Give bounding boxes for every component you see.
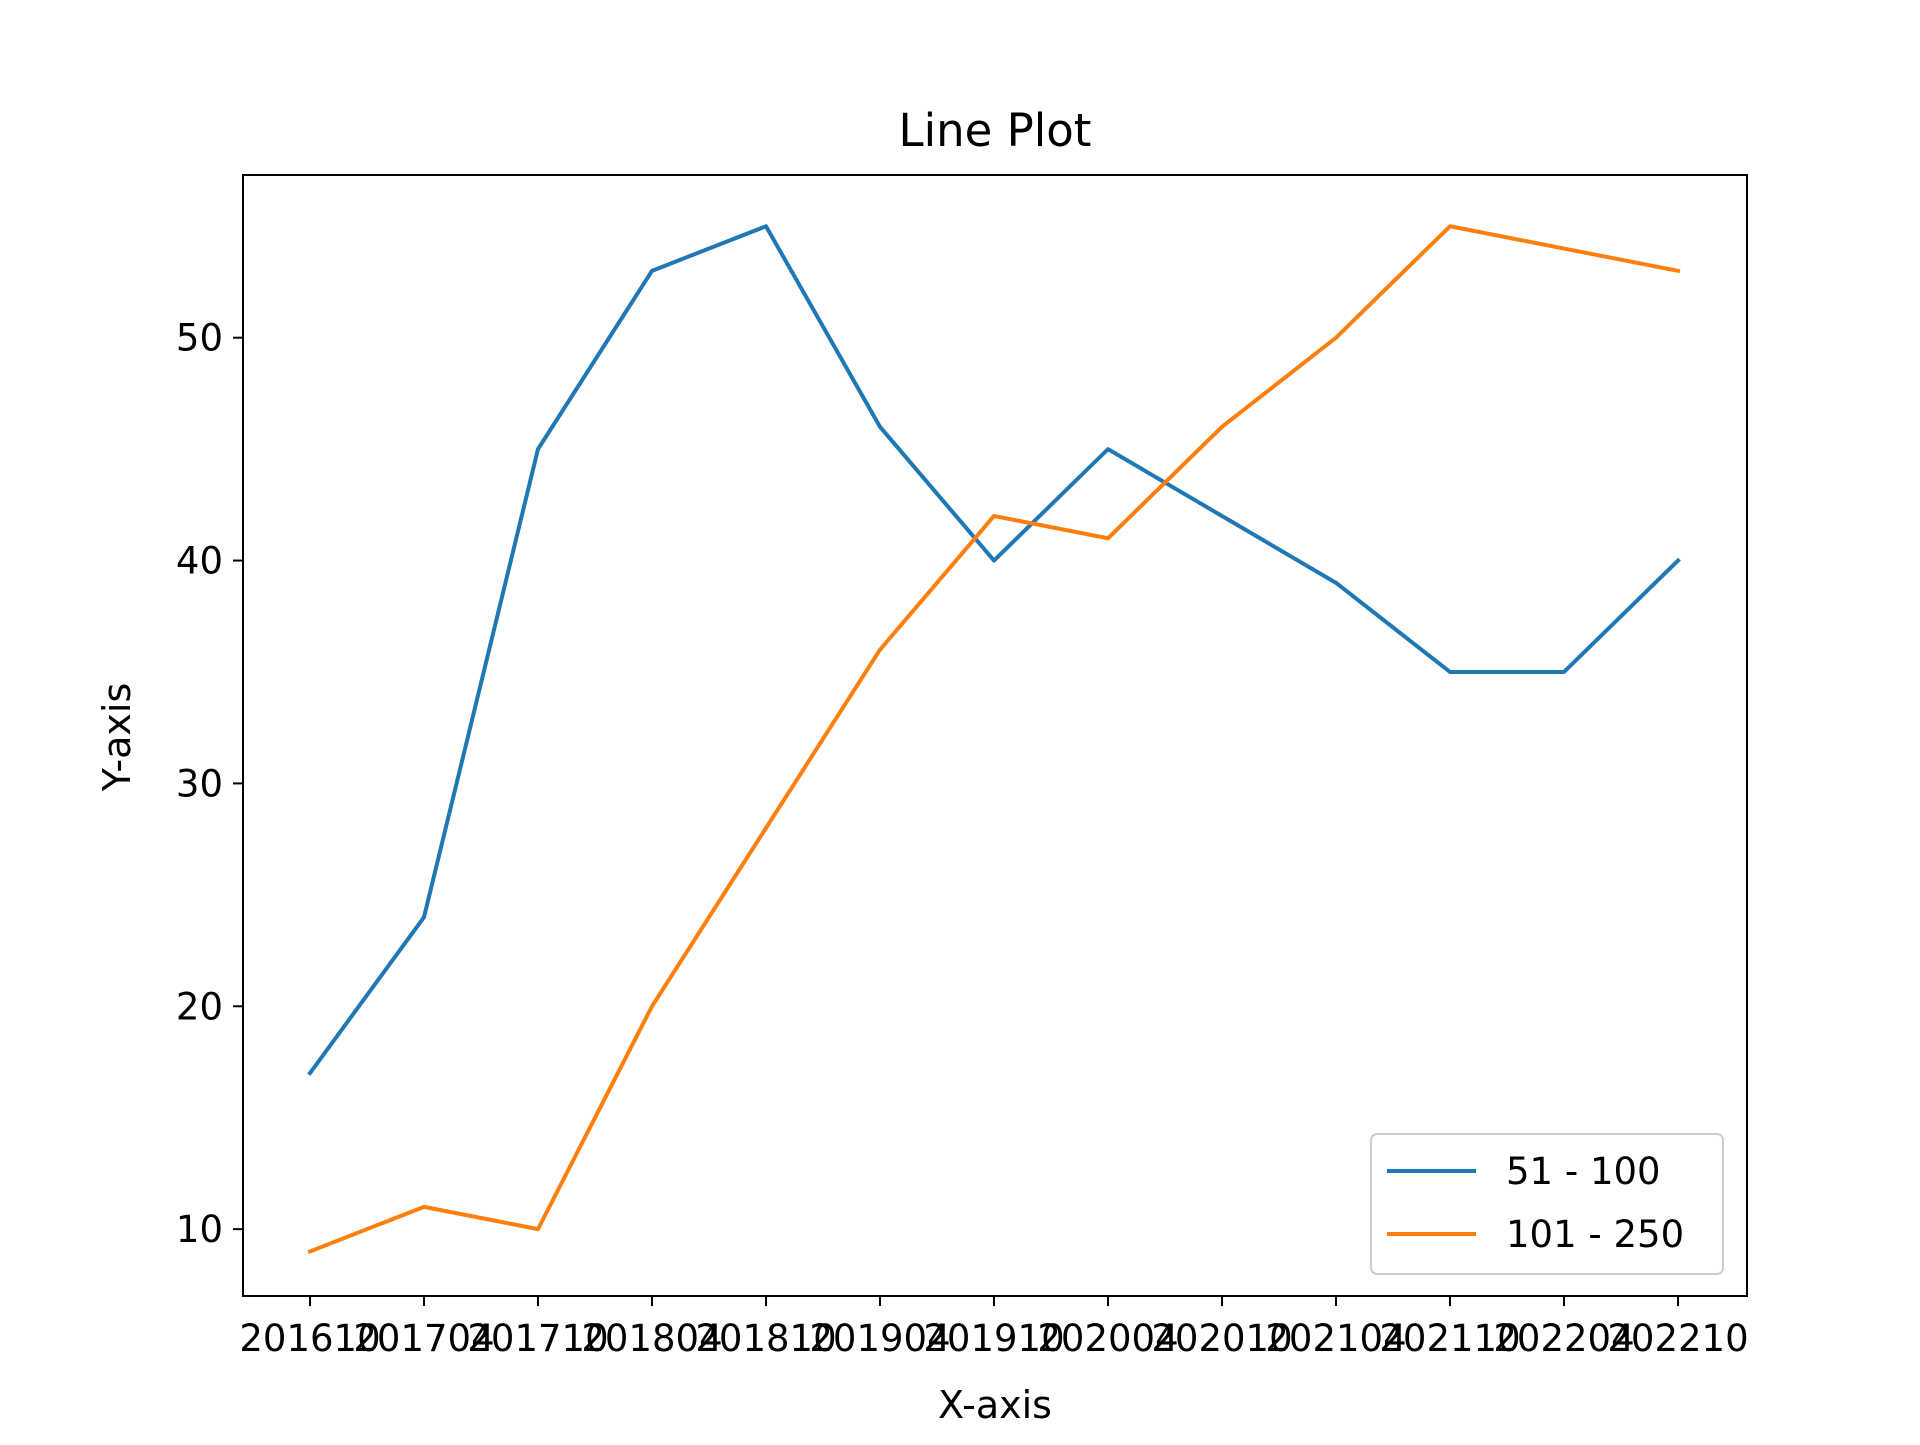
x-tick-label: 201904 (809, 1317, 950, 1360)
x-tick-label: 202010 (1151, 1317, 1292, 1360)
legend-label: 51 - 100 (1506, 1150, 1661, 1193)
x-tick-label: 201910 (923, 1317, 1064, 1360)
plot-area: 10 20 30 40 50 201610201704201710201804201810… (176, 224, 1749, 1360)
x-tick-label: 202110 (1379, 1317, 1520, 1360)
chart-title: Line Plot (899, 104, 1092, 157)
x-tick-label: 201610 (239, 1317, 380, 1360)
series-line-2 (307, 224, 1681, 1255)
x-tick-label: 202004 (1037, 1317, 1178, 1360)
x-tick-label: 201804 (581, 1317, 722, 1360)
x-axis-label: X-axis (938, 1383, 1052, 1427)
y-tick-label: 50 (176, 317, 223, 360)
x-tick-label: 202210 (1607, 1317, 1748, 1360)
x-tick-label: 202104 (1265, 1317, 1406, 1360)
x-tick-label: 201704 (353, 1317, 494, 1360)
x-tick-label: 201810 (695, 1317, 836, 1360)
y-tick-label: 20 (176, 985, 223, 1028)
plot-frame (242, 174, 1748, 1297)
y-axis-label: Y-axis (95, 683, 139, 793)
y-tick-label: 10 (176, 1208, 223, 1251)
x-tick-label: 202204 (1493, 1317, 1634, 1360)
y-tick-label: 40 (176, 540, 223, 583)
x-tick-label: 201710 (467, 1317, 608, 1360)
y-tick-label: 30 (176, 762, 223, 805)
series-line-1 (307, 224, 1681, 1076)
legend: 51 - 100 101 - 250 (1370, 1133, 1724, 1275)
legend-label: 101 - 250 (1506, 1213, 1684, 1256)
